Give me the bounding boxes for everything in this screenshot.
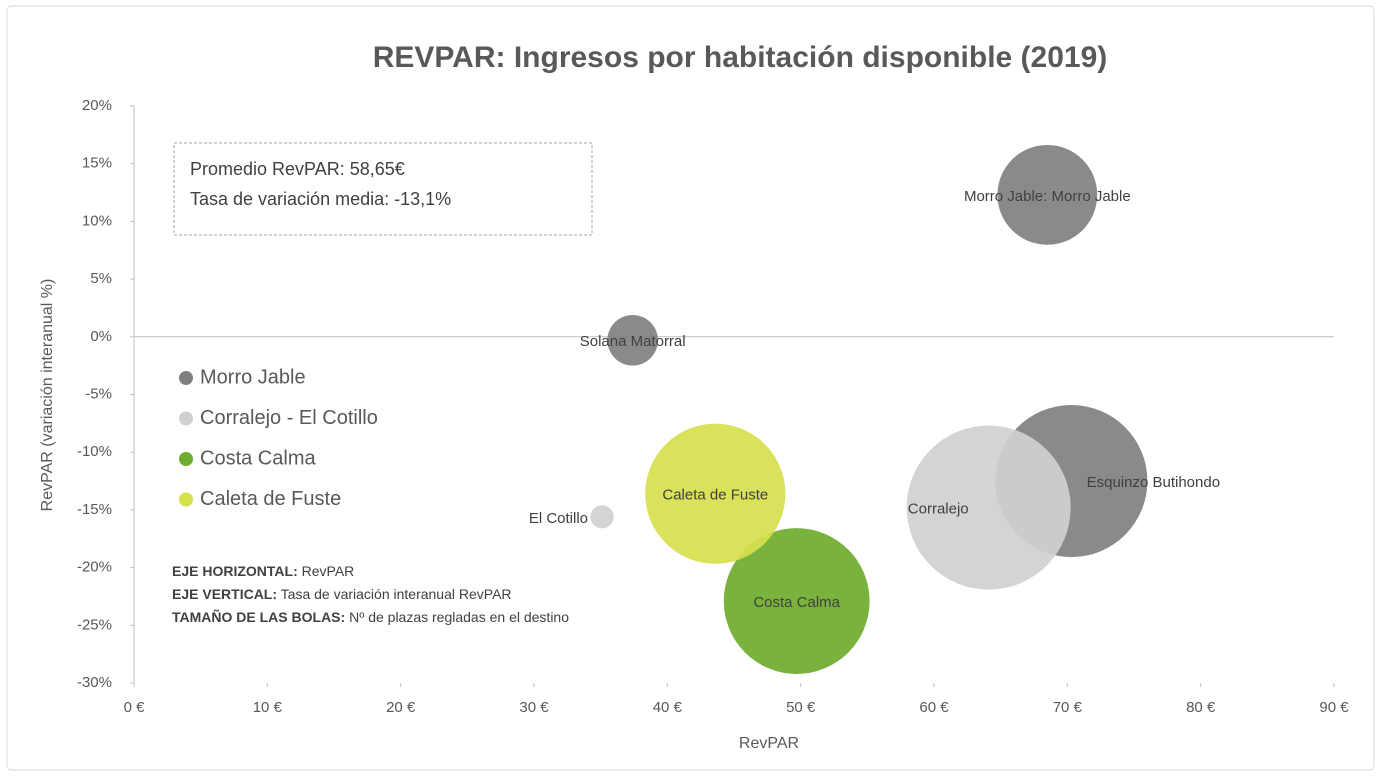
- x-tick-label: 20 €: [386, 699, 416, 716]
- legend-label: Costa Calma: [200, 447, 316, 469]
- chart-title: REVPAR: Ingresos por habitación disponib…: [373, 41, 1108, 74]
- x-tick-label: 30 €: [519, 699, 549, 716]
- note-text: Tasa de variación interanual RevPAR: [277, 586, 512, 602]
- y-tick-label: 15%: [82, 155, 112, 172]
- note-heading: EJE HORIZONTAL:: [172, 563, 298, 579]
- x-tick-label: 80 €: [1186, 699, 1216, 716]
- y-tick-label: 20%: [82, 97, 112, 114]
- y-tick-label: -25%: [77, 616, 112, 633]
- data-label: El Cotillo: [529, 510, 588, 527]
- data-label: Caleta de Fuste: [662, 487, 768, 504]
- legend-label: Caleta de Fuste: [200, 488, 341, 510]
- y-tick-label: -15%: [77, 501, 112, 518]
- legend-marker: [179, 411, 193, 426]
- annotation-text: Tasa de variación media: -13,1%: [190, 189, 451, 209]
- x-tick-label: 40 €: [653, 699, 683, 716]
- note-text: RevPAR: [298, 563, 355, 579]
- legend-marker: [179, 492, 193, 507]
- y-tick-label: 10%: [82, 212, 112, 229]
- note-heading: TAMAÑO DE LAS BOLAS:: [172, 608, 345, 625]
- note-heading: EJE VERTICAL:: [172, 586, 277, 602]
- bubble: [607, 314, 658, 366]
- data-label: Esquinzo Butihondo: [1087, 474, 1220, 491]
- y-tick-label: 0%: [90, 328, 112, 345]
- bubble: [997, 144, 1098, 245]
- legend-label: Corralejo - El Cotillo: [200, 407, 378, 429]
- data-label: Corralejo: [908, 501, 969, 518]
- note: EJE HORIZONTAL: RevPAR: [172, 563, 354, 579]
- x-tick-label: 50 €: [786, 699, 816, 716]
- bubble: [906, 425, 1071, 590]
- annotation-text: Promedio RevPAR: 58,65€: [190, 159, 405, 179]
- x-tick-label: 90 €: [1319, 699, 1349, 716]
- x-tick-label: 10 €: [253, 699, 283, 716]
- bubble: [645, 423, 786, 564]
- legend-marker: [179, 452, 193, 466]
- legend-label: Morro Jable: [200, 366, 306, 388]
- y-tick-label: -5%: [85, 385, 112, 402]
- data-label: Costa Calma: [753, 594, 840, 611]
- bubble: [723, 528, 870, 674]
- legend-marker: [179, 371, 193, 385]
- data-label: Solana Matorral: [580, 333, 686, 350]
- y-axis-title: RevPAR (variación interanual %): [39, 279, 56, 512]
- y-tick-label: -20%: [77, 559, 112, 576]
- note: TAMAÑO DE LAS BOLAS: Nº de plazas reglad…: [172, 608, 569, 625]
- note: EJE VERTICAL: Tasa de variación interanu…: [172, 586, 512, 602]
- y-tick-label: -30%: [77, 674, 112, 691]
- x-tick-label: 70 €: [1053, 699, 1083, 716]
- y-tick-label: 5%: [90, 270, 112, 287]
- data-label: Morro Jable: Morro Jable: [964, 188, 1131, 205]
- y-tick-label: -10%: [77, 443, 112, 460]
- bubble: [590, 505, 614, 529]
- note-text: Nº de plazas regladas en el destino: [345, 609, 569, 625]
- x-axis-title: RevPAR: [739, 735, 799, 752]
- x-tick-label: 60 €: [919, 699, 949, 716]
- x-tick-label: 0 €: [124, 699, 146, 716]
